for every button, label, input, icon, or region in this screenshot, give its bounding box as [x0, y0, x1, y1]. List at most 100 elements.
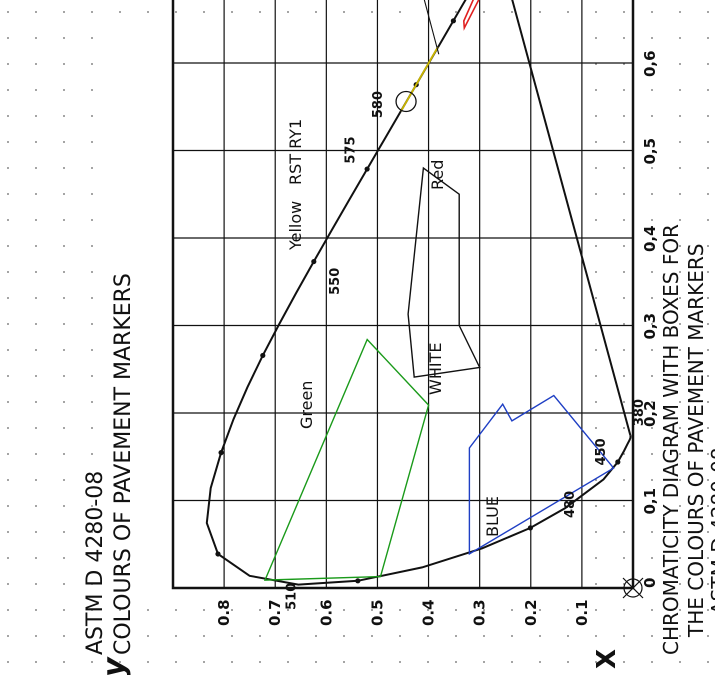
- bg-dot: [7, 115, 9, 117]
- bg-dot: [315, 661, 317, 663]
- bg-dot: [623, 427, 625, 429]
- bg-dot: [399, 661, 401, 663]
- bg-dot: [455, 11, 457, 13]
- bg-dot: [595, 89, 597, 91]
- blue-box: [468, 394, 615, 556]
- bg-dot: [707, 635, 709, 637]
- bg-dot: [91, 193, 93, 195]
- bg-dot: [35, 193, 37, 195]
- bg-dot: [679, 245, 681, 247]
- bg-dot: [259, 635, 261, 637]
- bg-dot: [35, 115, 37, 117]
- bg-dot: [7, 167, 9, 169]
- bg-dot: [287, 635, 289, 637]
- bg-dot: [651, 401, 653, 403]
- green-box-label: Green: [297, 381, 316, 429]
- bg-dot: [595, 583, 597, 585]
- bg-dot: [203, 609, 205, 611]
- bg-dot: [651, 141, 653, 143]
- axis-ticks: 00,10,20,30,40,50,60,70.10.20.30.40.50.6…: [215, 50, 659, 626]
- wavelength-label-450: 450: [594, 438, 609, 465]
- bg-dot: [511, 609, 513, 611]
- bg-dot: [399, 11, 401, 13]
- bg-dot: [7, 479, 9, 481]
- y-tick-label: 0.8: [215, 599, 233, 626]
- bg-dot: [91, 63, 93, 65]
- bg-dot: [455, 635, 457, 637]
- locus-point: [364, 166, 370, 172]
- bg-dot: [63, 271, 65, 273]
- bg-dot: [147, 635, 149, 637]
- bg-dot: [651, 427, 653, 429]
- bg-dot: [35, 219, 37, 221]
- bg-dot: [63, 479, 65, 481]
- bg-dot: [707, 89, 709, 91]
- bg-dot: [315, 11, 317, 13]
- x-tick-label: 0,2: [641, 400, 659, 427]
- wavelength-label-380: 380: [632, 399, 647, 426]
- blue-box-label: BLUE: [483, 496, 502, 537]
- bg-dot: [91, 297, 93, 299]
- bg-dot: [7, 141, 9, 143]
- bg-dot: [595, 661, 597, 663]
- bg-dot: [595, 557, 597, 559]
- bg-dot: [147, 661, 149, 663]
- bg-dot: [679, 375, 681, 377]
- bg-dot: [679, 635, 681, 637]
- header-line2: COLOURS OF PAVEMENT MARKERS: [111, 273, 136, 655]
- bg-dot: [595, 193, 597, 195]
- bg-dot: [231, 661, 233, 663]
- bg-dot: [7, 349, 9, 351]
- bg-dot: [539, 11, 541, 13]
- bg-dot: [679, 89, 681, 91]
- bg-dot: [623, 557, 625, 559]
- bg-dot: [91, 427, 93, 429]
- bg-dot: [679, 505, 681, 507]
- bg-dot: [119, 635, 121, 637]
- caption-line1: CHROMATICITY DIAGRAM WITH BOXES FOR: [659, 224, 683, 655]
- x-tick-label: 0,6: [641, 50, 659, 77]
- bg-dot: [455, 661, 457, 663]
- bg-dot: [651, 323, 653, 325]
- bg-dot: [651, 505, 653, 507]
- locus-points: [215, 18, 621, 584]
- bg-dot: [455, 609, 457, 611]
- bg-dot: [35, 375, 37, 377]
- bg-dot: [707, 245, 709, 247]
- bg-dot: [399, 609, 401, 611]
- bg-dot: [91, 661, 93, 663]
- bg-dot: [679, 661, 681, 663]
- bg-dot: [623, 141, 625, 143]
- bg-dot: [679, 63, 681, 65]
- bg-dot: [595, 115, 597, 117]
- bg-dot: [707, 479, 709, 481]
- bg-dot: [651, 63, 653, 65]
- bg-dot: [483, 661, 485, 663]
- bg-dot: [63, 401, 65, 403]
- bg-dot: [511, 11, 513, 13]
- bg-dot: [567, 635, 569, 637]
- bg-dot: [595, 349, 597, 351]
- bg-dot: [483, 609, 485, 611]
- bg-dot: [259, 609, 261, 611]
- origin-marker: [622, 577, 644, 599]
- bg-dot: [427, 609, 429, 611]
- bg-dot: [623, 635, 625, 637]
- x-axis-label: X: [592, 649, 622, 669]
- bg-dot: [63, 37, 65, 39]
- bg-dot: [399, 635, 401, 637]
- bg-dot: [91, 141, 93, 143]
- bg-dot: [679, 271, 681, 273]
- locus-point: [615, 459, 621, 465]
- bg-dot: [7, 635, 9, 637]
- y-tick-label: 0.4: [420, 599, 438, 626]
- bg-dot: [343, 609, 345, 611]
- bg-dot: [595, 609, 597, 611]
- bg-dot: [7, 63, 9, 65]
- bg-dot: [259, 11, 261, 13]
- wavelength-label-550: 550: [328, 268, 343, 295]
- bg-dot: [567, 11, 569, 13]
- bg-dot: [91, 89, 93, 91]
- bg-dot: [91, 609, 93, 611]
- bg-dot: [63, 11, 65, 13]
